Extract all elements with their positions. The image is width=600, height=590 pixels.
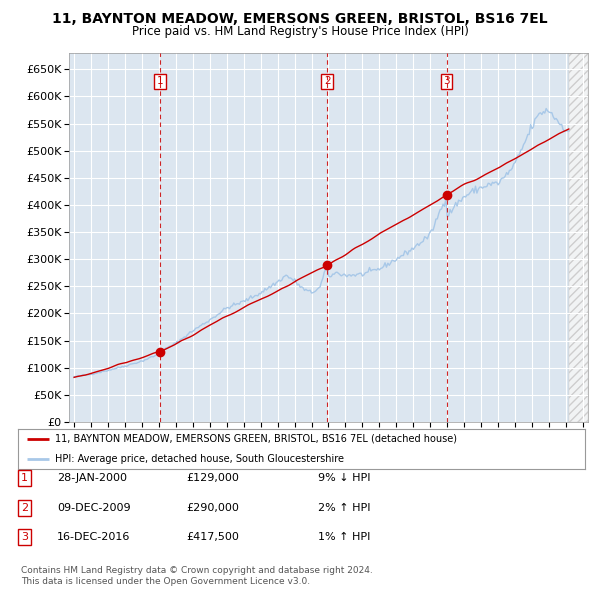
Text: 09-DEC-2009: 09-DEC-2009	[57, 503, 131, 513]
Text: This data is licensed under the Open Government Licence v3.0.: This data is licensed under the Open Gov…	[21, 577, 310, 586]
Text: 2: 2	[324, 77, 331, 86]
Text: 2: 2	[21, 503, 28, 513]
Text: 28-JAN-2000: 28-JAN-2000	[57, 473, 127, 483]
Bar	[569, 53, 588, 422]
Text: £417,500: £417,500	[186, 532, 239, 542]
Text: 1: 1	[21, 473, 28, 483]
Text: £290,000: £290,000	[186, 503, 239, 513]
Text: 3: 3	[21, 532, 28, 542]
Text: 16-DEC-2016: 16-DEC-2016	[57, 532, 130, 542]
Bar	[569, 53, 588, 422]
Text: £129,000: £129,000	[186, 473, 239, 483]
Text: Contains HM Land Registry data © Crown copyright and database right 2024.: Contains HM Land Registry data © Crown c…	[21, 566, 373, 575]
Bar	[569, 53, 588, 422]
Text: Price paid vs. HM Land Registry's House Price Index (HPI): Price paid vs. HM Land Registry's House …	[131, 25, 469, 38]
Text: 9% ↓ HPI: 9% ↓ HPI	[318, 473, 371, 483]
Text: 1% ↑ HPI: 1% ↑ HPI	[318, 532, 370, 542]
Text: 11, BAYNTON MEADOW, EMERSONS GREEN, BRISTOL, BS16 7EL: 11, BAYNTON MEADOW, EMERSONS GREEN, BRIS…	[52, 12, 548, 26]
Text: 3: 3	[443, 77, 450, 86]
Text: 1: 1	[157, 77, 164, 86]
Text: 2% ↑ HPI: 2% ↑ HPI	[318, 503, 371, 513]
Text: HPI: Average price, detached house, South Gloucestershire: HPI: Average price, detached house, Sout…	[55, 454, 344, 464]
Text: 11, BAYNTON MEADOW, EMERSONS GREEN, BRISTOL, BS16 7EL (detached house): 11, BAYNTON MEADOW, EMERSONS GREEN, BRIS…	[55, 434, 457, 444]
